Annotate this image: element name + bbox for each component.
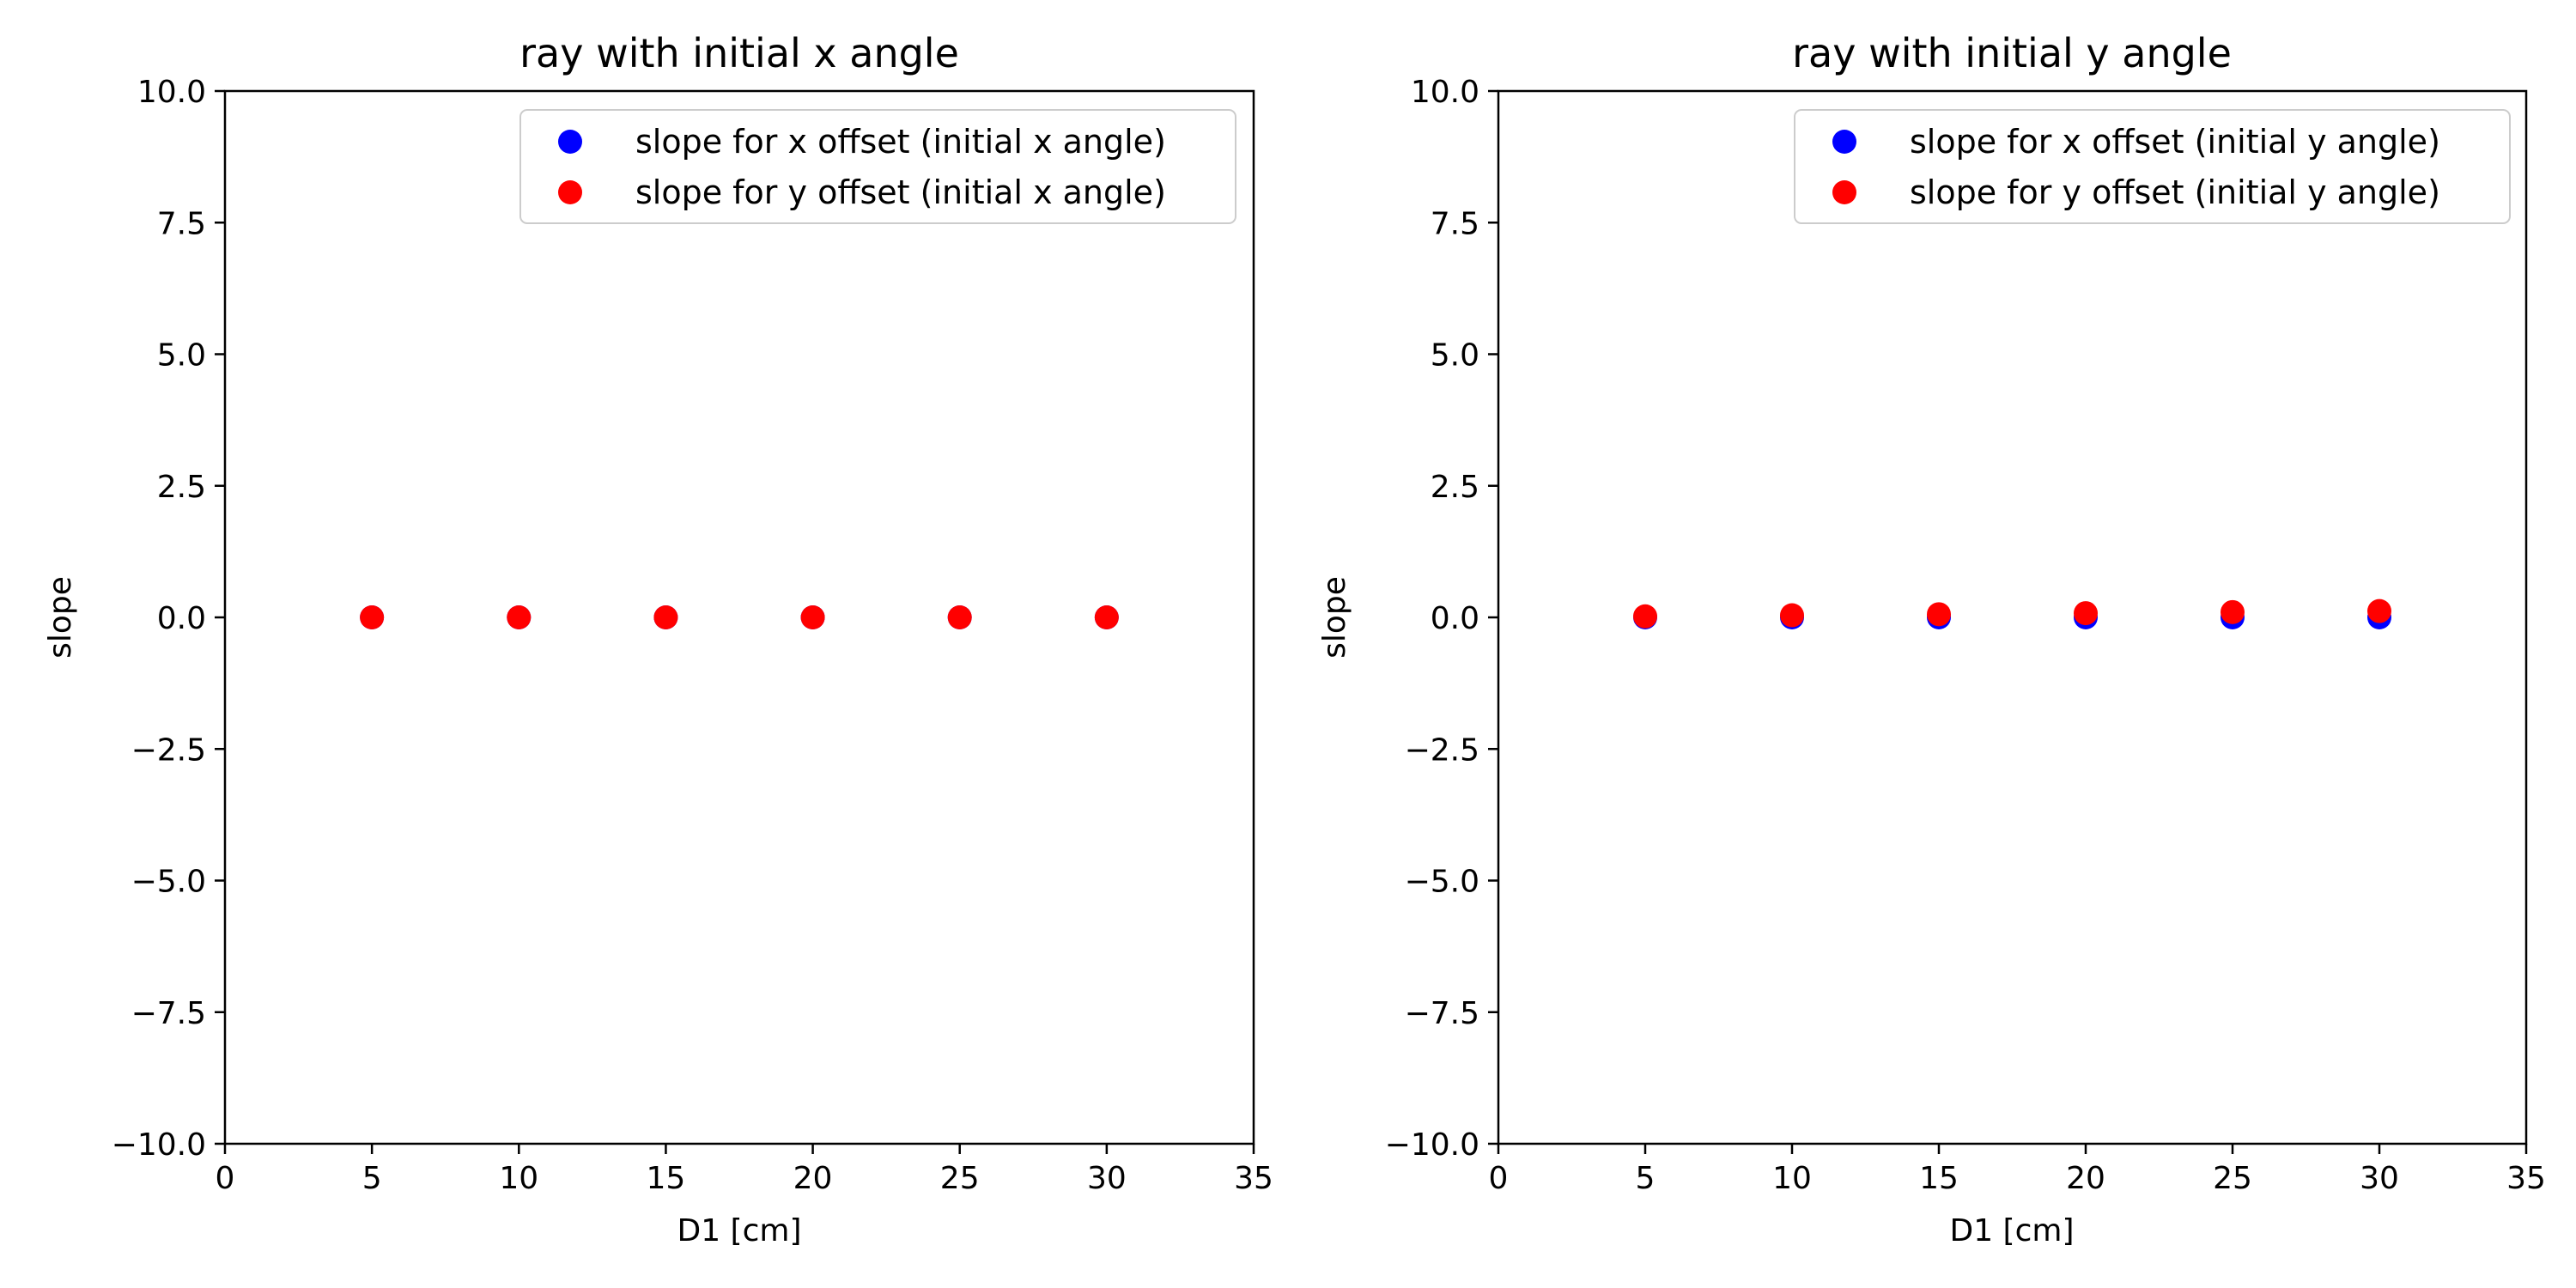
x-tick-label: 25 [940,1161,980,1196]
data-point-series-1 [800,605,825,629]
y-tick-label: −7.5 [1405,996,1479,1031]
legend-label-x-offset: slope for x offset (initial y angle) [1910,123,2440,161]
legend-label-x-offset: slope for x offset (initial x angle) [635,123,1166,161]
data-point-series-1 [947,605,972,629]
x-tick-label: 10 [499,1161,538,1196]
y-tick-label: −10.0 [112,1127,206,1163]
y-tick-label: 7.5 [1431,206,1479,241]
data-points [1633,598,2391,629]
y-tick-label: 0.0 [1431,601,1479,636]
plot-frame [223,89,1255,1145]
y-tick-label: 7.5 [157,206,206,241]
legend-label-y-offset: slope for y offset (initial x angle) [635,173,1166,211]
y-tick-label: 2.5 [1431,470,1479,505]
legend: slope for x offset (initial y angle) slo… [1794,109,2511,224]
y-tick-label: −10.0 [1385,1127,1479,1163]
x-tick-label: 35 [2506,1161,2546,1196]
y-tick-label: 0.0 [157,601,206,636]
y-tick-label: 10.0 [137,75,206,110]
x-tick-label: 20 [2066,1161,2105,1196]
data-point-series-1 [360,605,385,629]
data-points [360,605,1119,629]
x-tick-label: 25 [2213,1161,2252,1196]
chart-title: ray with initial y angle [1792,30,2232,76]
legend-box [1794,109,2511,224]
data-point-series-1 [1927,602,1951,627]
axis-ticks: 0 5 10 15 20 25 30 35 10.0 7.5 5.0 2.5 0.0 −2.5 −5.0 −7… [1385,75,2546,1196]
chart-panel-y-angle: ray with initial y angle D1 [cm] slope 0… [1317,30,2546,1249]
y-tick-label: −5.0 [1405,865,1479,900]
x-tick-label: 35 [1234,1161,1273,1196]
x-tick-label: 0 [216,1161,235,1196]
legend-marker-red [1832,180,1856,204]
legend-label-y-offset: slope for y offset (initial y angle) [1910,173,2440,211]
legend-box [519,109,1236,224]
y-tick-label: −2.5 [1405,732,1479,768]
y-axis-label: slope [43,576,78,659]
x-tick-label: 5 [362,1161,382,1196]
x-axis-label: D1 [cm] [1949,1213,2074,1249]
data-point-series-1 [1094,605,1119,629]
legend-marker-blue [558,130,582,154]
legend: slope for x offset (initial x angle) slo… [519,109,1236,224]
data-point-series-1 [507,605,532,629]
x-tick-label: 10 [1772,1161,1812,1196]
data-point-series-1 [1633,604,1657,629]
data-point-series-1 [2074,601,2098,626]
x-tick-label: 0 [1489,1161,1509,1196]
chart-panel-x-angle: ray with initial x angle D1 [cm] slope 0… [43,30,1273,1249]
data-point-series-1 [1780,603,1804,628]
x-tick-label: 15 [1919,1161,1959,1196]
y-tick-label: 5.0 [1431,338,1479,374]
x-tick-label: 30 [2360,1161,2399,1196]
legend-marker-blue [1832,130,1856,154]
y-axis-label: slope [1317,576,1352,659]
y-tick-label: 5.0 [157,338,206,374]
x-tick-label: 5 [1636,1161,1656,1196]
y-tick-label: 10.0 [1411,75,1479,110]
y-tick-label: −5.0 [131,865,206,900]
y-tick-label: 2.5 [157,470,206,505]
data-point-series-1 [653,605,678,629]
plot-frame [1497,89,2528,1145]
data-point-series-1 [2367,598,2391,623]
x-tick-label: 15 [647,1161,686,1196]
y-tick-label: −2.5 [131,732,206,768]
x-axis-label: D1 [cm] [677,1213,801,1249]
data-point-series-1 [2221,599,2245,624]
legend-marker-red [558,180,582,204]
x-tick-label: 30 [1087,1161,1127,1196]
y-tick-label: −7.5 [131,996,206,1031]
axis-ticks: 0 5 10 15 20 25 30 35 10.0 7.5 5.0 2.5 0.0 −2.5 −5.0 −7… [112,75,1273,1196]
x-tick-label: 20 [793,1161,833,1196]
chart-title: ray with initial x angle [519,30,959,76]
